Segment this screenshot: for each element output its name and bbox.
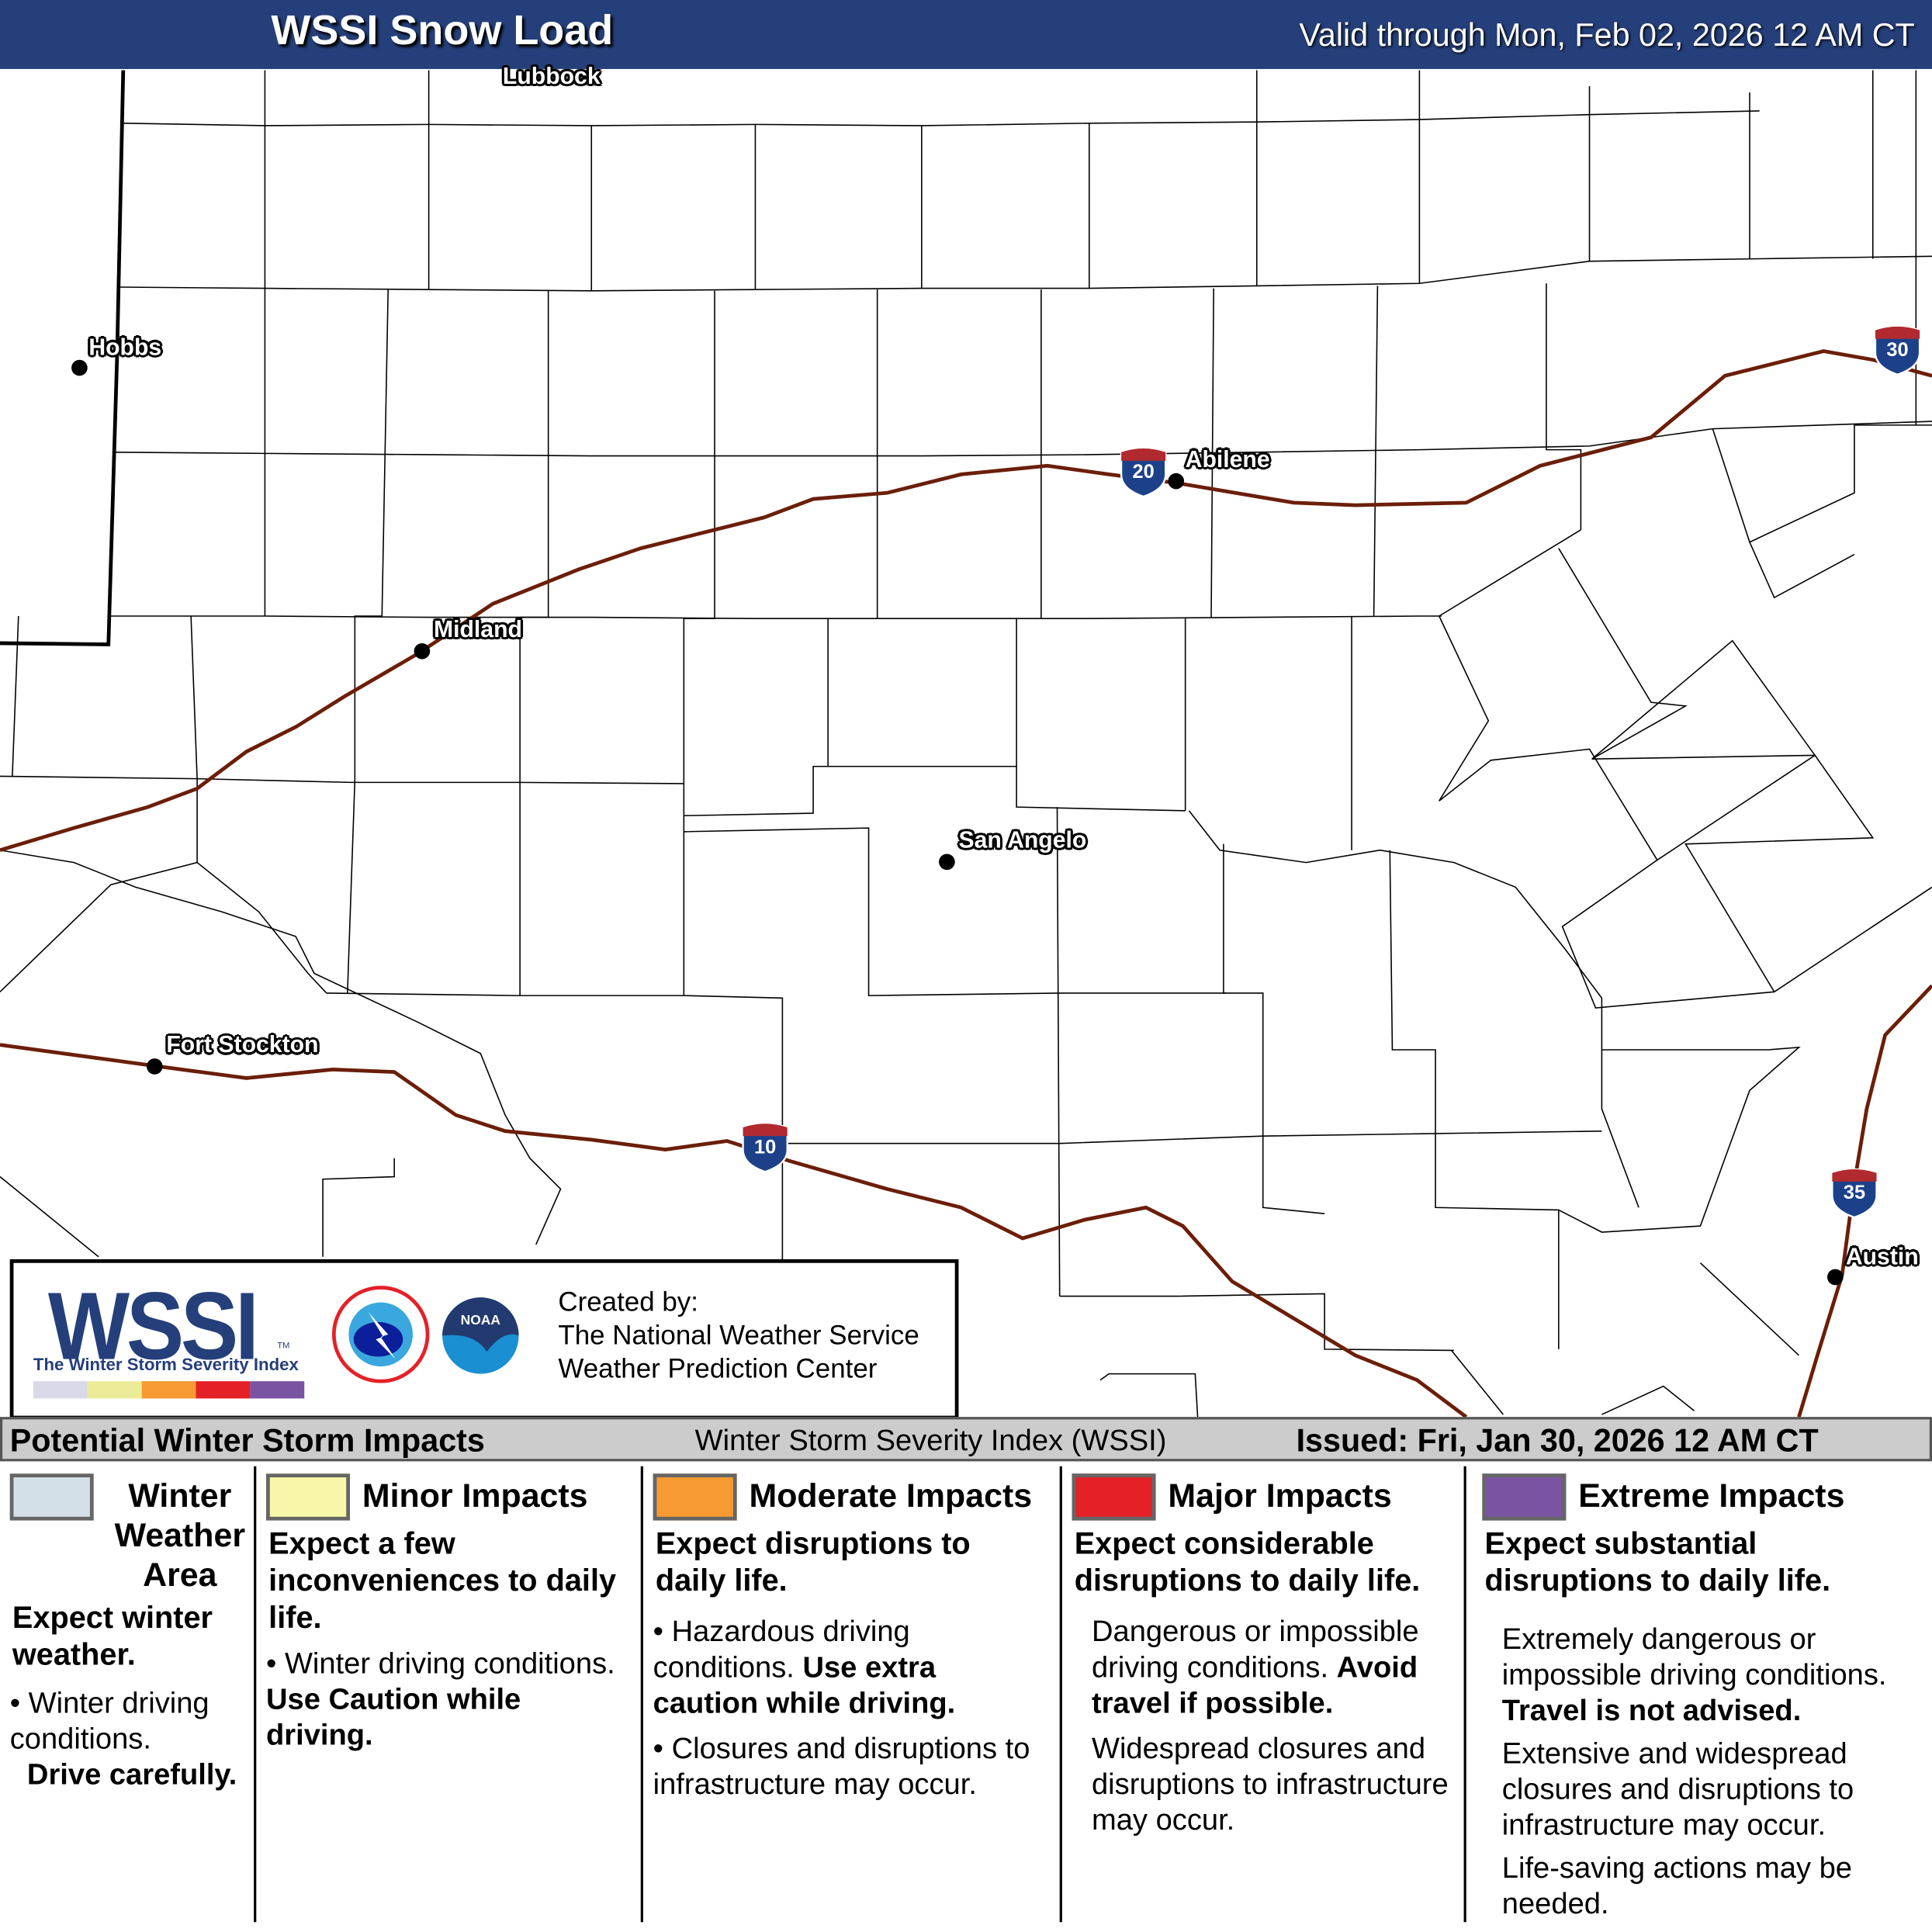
city-label-midland: Midland	[433, 617, 522, 643]
emphasis-text: Avoid travel if possible.	[1091, 1650, 1418, 1720]
credits: Created by: The National Weather Service…	[558, 1285, 919, 1385]
city-label-abilene: Abilene	[1185, 447, 1270, 473]
category-title: Minor Impacts	[362, 1477, 588, 1515]
detail-text: Extremely dangerous or impossible drivin…	[1501, 1622, 1887, 1692]
swatch-minor	[266, 1473, 350, 1521]
map-area	[0, 70, 1932, 1419]
interstate-30-shield-icon: 30	[1873, 325, 1923, 376]
city-dot-san-angelo	[939, 853, 955, 871]
interstate-number: 20	[1132, 462, 1155, 483]
swatch-extreme	[1482, 1473, 1567, 1521]
swatch-moderate	[653, 1473, 737, 1521]
city-label-lubbock: Lubbock	[502, 64, 601, 90]
city-label-fort-stockton: Fort Stockton	[166, 1032, 319, 1059]
category-summary: Expect disruptions to daily life.	[655, 1526, 971, 1598]
interstate-35-shield-icon: 35	[1830, 1168, 1879, 1219]
interstate-number: 10	[754, 1137, 777, 1158]
svg-text:NOAA: NOAA	[461, 1312, 501, 1328]
legend-divider	[1463, 1466, 1466, 1923]
nws-logo-icon	[331, 1286, 430, 1383]
city-dot-hobbs	[71, 359, 88, 376]
category-detail: • Winter driving conditions. Use Caution…	[266, 1647, 615, 1753]
legend-divider	[254, 1466, 257, 1923]
issued-time: Issued: Fri, Jan 30, 2026 12 AM CT	[1296, 1421, 1819, 1459]
legend-minor-impacts: Minor Impacts Expect a few inconvenience…	[266, 1461, 635, 1929]
noaa-logo-icon: NOAA	[431, 1286, 530, 1385]
category-detail: Extremely dangerous or impossible drivin…	[1502, 1622, 1927, 1922]
emphasis-text: Use extra caution while driving.	[653, 1650, 956, 1720]
category-detail: Dangerous or impossible driving conditio…	[1092, 1614, 1461, 1838]
interstate-20-route	[0, 349, 1932, 853]
category-title: Major Impacts	[1168, 1477, 1392, 1515]
index-name: Winter Storm Severity Index (WSSI)	[694, 1424, 1167, 1458]
detail-text: Winter driving conditions.	[9, 1686, 209, 1756]
created-by-label: Created by:	[558, 1286, 698, 1317]
org-wpc: Weather Prediction Center	[558, 1352, 878, 1384]
swatch-major	[1072, 1473, 1156, 1521]
interstate-10-route	[0, 1043, 1468, 1419]
valid-time: Valid through Mon, Feb 02, 2026 12 AM CT	[1299, 16, 1915, 54]
category-detail: • Winter driving conditions. Drive carefu…	[9, 1686, 237, 1792]
wssi-tagline: The Winter Storm Severity Index	[33, 1354, 299, 1374]
category-summary: Expect winter weather.	[12, 1600, 213, 1672]
category-title: Moderate Impacts	[749, 1477, 1033, 1515]
detail-text-2: Closures and disruptions to infrastructu…	[653, 1732, 1030, 1802]
detail-text: Winter driving conditions.	[284, 1647, 615, 1681]
wssi-logo: WSSI	[47, 1271, 259, 1380]
impacts-heading: Potential Winter Storm Impacts	[9, 1421, 485, 1459]
interstate-number: 30	[1886, 340, 1909, 362]
interstate-number: 35	[1843, 1182, 1866, 1204]
interstate-10-shield-icon: 10	[740, 1123, 790, 1173]
city-dot-abilene	[1168, 473, 1185, 490]
info-strip: Potential Winter Storm Impacts Winter St…	[0, 1417, 1932, 1462]
category-summary: Expect a few inconveniences to daily lif…	[268, 1526, 617, 1636]
trademark: TM	[277, 1342, 290, 1351]
city-dot-midland	[414, 642, 431, 660]
detail-text: Dangerous or impossible driving conditio…	[1091, 1615, 1419, 1684]
wssi-color-bar	[33, 1381, 305, 1399]
emphasis-text: Travel is not advised.	[1501, 1694, 1802, 1728]
org-nws: The National Weather Service	[558, 1319, 919, 1351]
category-title: Extreme Impacts	[1578, 1477, 1845, 1515]
state-border	[0, 70, 126, 646]
legend-divider	[640, 1466, 643, 1923]
city-label-austin: Austin	[1845, 1244, 1919, 1271]
legend-moderate-impacts: Moderate Impacts Expect disruptions to d…	[653, 1461, 1054, 1929]
county-boundaries	[0, 70, 1932, 1418]
detail-text: Hazardous driving conditions.	[653, 1615, 910, 1684]
interstate-highways	[0, 349, 1932, 1419]
city-label-san-angelo: San Angelo	[958, 828, 1087, 854]
category-title: Winter Weather Area	[114, 1477, 246, 1594]
swatch-winter-weather-area	[9, 1473, 94, 1521]
city-label-hobbs: Hobbs	[88, 334, 162, 362]
legend-divider	[1059, 1466, 1062, 1923]
emphasis-text: Use Caution while driving.	[266, 1683, 521, 1753]
map-title: WSSI Snow Load	[271, 7, 614, 54]
emphasis-text: Drive carefully.	[26, 1758, 237, 1792]
legend-extreme-impacts: Extreme Impacts Expect substantial disru…	[1482, 1461, 1926, 1929]
category-summary: Expect considerable disruptions to daily…	[1074, 1526, 1421, 1598]
detail-text-2: Extensive and widespread closures and di…	[1501, 1737, 1854, 1843]
category-detail: • Hazardous driving conditions. Use extr…	[653, 1615, 1030, 1802]
legend-major-impacts: Major Impacts Expect considerable disrup…	[1072, 1461, 1460, 1929]
logo-panel: WSSI TM The Winter Storm Severity Index …	[9, 1259, 959, 1420]
category-summary: Expect substantial disruptions to daily …	[1484, 1526, 1831, 1598]
interstate-20-shield-icon: 20	[1119, 447, 1169, 498]
detail-text-2: Widespread closures and disruptions to i…	[1091, 1732, 1449, 1837]
header-bar: WSSI Snow Load Valid through Mon, Feb 02…	[0, 0, 1932, 69]
city-dot-austin	[1827, 1269, 1844, 1286]
legend-winter-weather-area: Winter Weather Area Expect winter weathe…	[9, 1461, 254, 1929]
detail-text-3: Life-saving actions may be needed.	[1501, 1851, 1853, 1921]
city-dot-fort-stockton	[146, 1058, 163, 1075]
